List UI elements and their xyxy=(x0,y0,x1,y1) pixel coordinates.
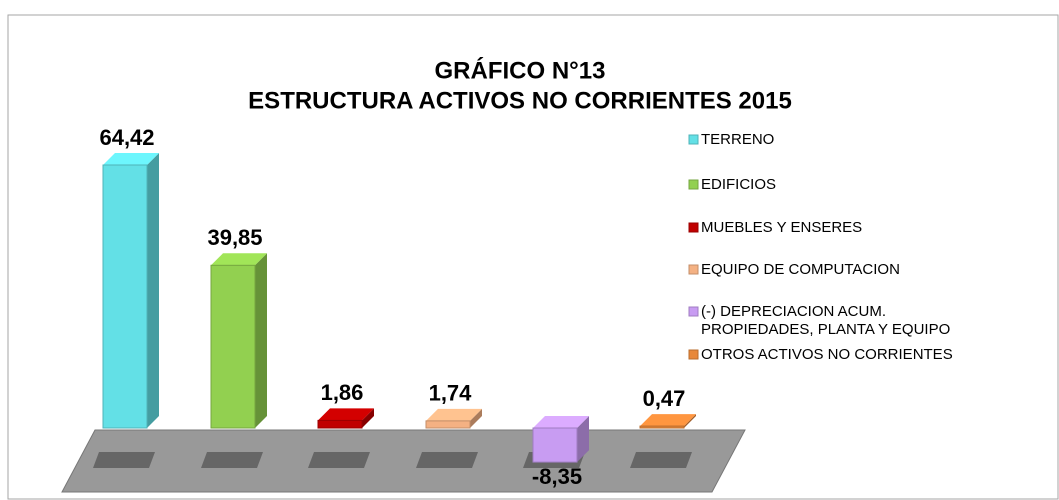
legend-label: (-) DEPRECIACION ACUM. PROPIEDADES, PLANT… xyxy=(701,303,950,338)
legend-label: EQUIPO DE COMPUTACION xyxy=(701,261,900,278)
bar-top xyxy=(640,414,696,427)
legend-swatch xyxy=(688,264,699,275)
legend-label: OTROS ACTIVOS NO CORRIENTES xyxy=(701,346,953,363)
chart-border xyxy=(7,14,1059,500)
legend-label: MUEBLES Y ENSERES xyxy=(701,219,862,236)
floor-tile xyxy=(93,452,155,468)
legend-label: EDIFICIOS xyxy=(701,176,776,193)
bar-side xyxy=(362,408,374,428)
bar xyxy=(210,264,256,429)
chart-subtitle: ESTRUCTURA ACTIVOS NO CORRIENTES 2015 xyxy=(248,87,792,114)
legend-swatch xyxy=(688,349,699,360)
legend-swatch xyxy=(688,222,699,233)
data-label: 1,74 xyxy=(429,381,473,406)
data-label: 1,86 xyxy=(321,380,364,405)
floor-tile xyxy=(416,452,478,468)
bar-top xyxy=(533,416,589,428)
bar xyxy=(425,420,471,429)
legend-label: TERRENO xyxy=(701,131,774,148)
bar-top xyxy=(211,253,267,266)
floor-tile xyxy=(308,452,370,468)
bar-side xyxy=(255,253,267,428)
data-label: 0,47 xyxy=(643,386,686,411)
bar xyxy=(532,427,578,463)
chart-title: GRÁFICO N°13 xyxy=(435,56,606,84)
data-label: -8,35 xyxy=(532,464,582,489)
legend-swatch xyxy=(688,306,699,317)
data-label: 39,85 xyxy=(207,225,262,250)
floor-tile xyxy=(201,452,263,468)
bar xyxy=(102,164,148,429)
bar xyxy=(639,425,685,429)
bar-top xyxy=(103,153,159,165)
data-label: 64,42 xyxy=(99,125,154,150)
bar-side xyxy=(684,414,696,428)
floor-tile xyxy=(630,452,692,468)
bar-side xyxy=(147,153,159,428)
legend-swatch xyxy=(688,179,699,190)
bar-side xyxy=(470,408,482,428)
bar-top xyxy=(318,408,374,421)
bar-side xyxy=(577,416,589,463)
legend-swatch xyxy=(688,134,699,145)
bar xyxy=(317,419,363,429)
bar-top xyxy=(426,408,482,421)
